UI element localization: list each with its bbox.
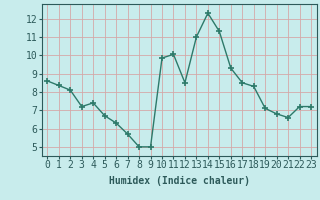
X-axis label: Humidex (Indice chaleur): Humidex (Indice chaleur) xyxy=(109,176,250,186)
